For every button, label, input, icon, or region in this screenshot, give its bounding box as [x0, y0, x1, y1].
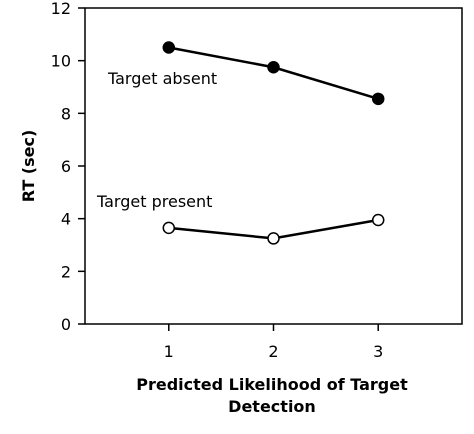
y-tick-label: 10 — [51, 52, 71, 71]
x-tick-label: 1 — [164, 342, 174, 361]
x-axis: 1 2 3 — [164, 324, 383, 361]
y-tick-label: 4 — [61, 210, 71, 229]
series-target-absent — [162, 41, 385, 106]
series-target-present — [162, 213, 385, 245]
y-tick-label: 12 — [51, 0, 71, 18]
y-tick-label: 8 — [61, 104, 71, 123]
data-point — [371, 92, 385, 106]
y-tick-label: 0 — [61, 315, 71, 334]
data-point — [267, 61, 280, 74]
series-layer — [162, 41, 385, 245]
x-axis-title-line-1: Predicted Likelihood of Target — [136, 375, 408, 394]
plot-area-border — [84, 7, 463, 325]
series-label-target-absent: Target absent — [107, 69, 217, 88]
x-tick-label: 3 — [373, 342, 383, 361]
series-label-target-present: Target present — [96, 192, 212, 211]
x-axis-title-line-2: Detection — [228, 397, 316, 416]
x-tick-label: 2 — [268, 342, 278, 361]
y-axis-title: RT (sec) — [19, 130, 38, 203]
data-point — [162, 41, 176, 54]
plot-frame — [84, 7, 463, 325]
data-point — [371, 213, 385, 227]
data-point — [162, 221, 176, 235]
y-tick-label: 6 — [61, 157, 71, 176]
data-point — [267, 232, 280, 245]
y-axis: 0 2 4 6 8 10 12 — [51, 0, 85, 334]
y-tick-label: 2 — [61, 262, 71, 281]
